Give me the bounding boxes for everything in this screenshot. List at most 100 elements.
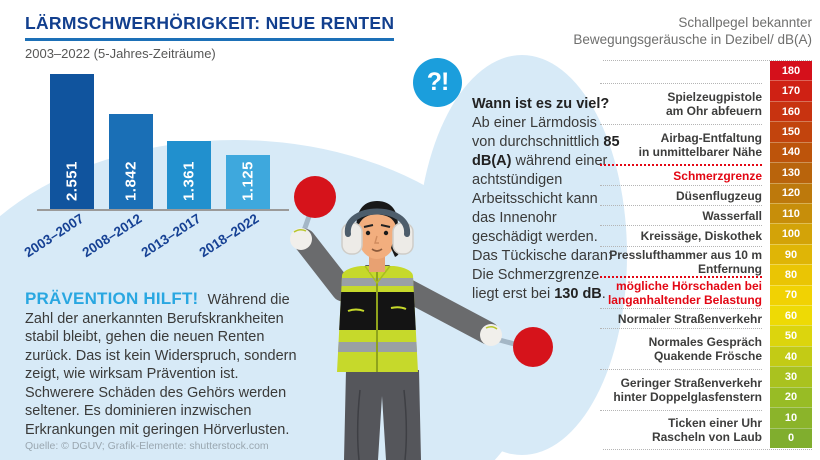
db-value: 30 bbox=[784, 371, 798, 384]
scale-label: Entfernung bbox=[698, 261, 762, 276]
db-value: 170 bbox=[781, 85, 801, 98]
scale-title: Schallpegel bekannter Bewegungsgeräusche… bbox=[573, 14, 812, 48]
bar-value: 1.361 bbox=[180, 160, 198, 201]
scale-label: in unmittelbarer Nähe bbox=[638, 144, 762, 159]
db-value: 140 bbox=[781, 146, 801, 159]
info-body-segment: Ab einer Lärmdosis von durchschnittlich bbox=[472, 115, 604, 150]
scale-row: Airbag-Entfaltung in unmittelbarer Nähe bbox=[600, 124, 762, 164]
bar-2018-2022: 1.125 bbox=[226, 155, 270, 209]
scale-label: Wasserfall bbox=[702, 208, 762, 223]
bar-2003-2007: 2.551 bbox=[50, 74, 94, 209]
prevention-body: Während die Zahl der anerkannten Berufsk… bbox=[25, 292, 297, 438]
db-value: 110 bbox=[782, 207, 800, 220]
headband bbox=[344, 208, 410, 237]
background-blob-right bbox=[417, 55, 627, 455]
chart-subtitle: 2003–2022 (5-Jahres-Zeiträume) bbox=[25, 46, 216, 61]
db-value: 80 bbox=[784, 268, 798, 281]
scale-top-divider bbox=[603, 60, 812, 61]
info-body-bold: 130 dB bbox=[554, 286, 602, 302]
scale-row-pain-threshold: Schmerzgrenze bbox=[600, 164, 762, 185]
scale-label: Normaler Straßenverkehr bbox=[617, 311, 762, 326]
ear-protector-icon bbox=[341, 222, 363, 255]
db-value: 40 bbox=[784, 350, 798, 363]
signal-paddle-icon bbox=[294, 176, 336, 218]
scale-title-line2: Bewegungsgeräusche in Dezibel/ dB(A) bbox=[573, 32, 812, 47]
db-cell-70: 70 bbox=[770, 284, 812, 306]
db-cell-50: 50 bbox=[770, 325, 812, 346]
db-cell-170: 170 bbox=[770, 80, 812, 101]
worker-pants bbox=[344, 370, 421, 460]
db-cell-180: 180 bbox=[770, 61, 812, 81]
db-value: 0 bbox=[787, 432, 795, 445]
db-cell-20: 20 bbox=[770, 386, 812, 408]
scale-label: Düsenflugzeug bbox=[676, 188, 762, 203]
db-cell-150: 150 bbox=[770, 121, 812, 142]
db-cell-120: 120 bbox=[770, 182, 812, 203]
scale-label: langanhaltender Belastung bbox=[607, 293, 762, 307]
scale-label: Geringer Straßenverkehr bbox=[620, 376, 762, 390]
scale-label: mögliche Hörschaden bei bbox=[615, 279, 762, 293]
scale-label: Quakende Frösche bbox=[653, 349, 762, 363]
prevention-text-block: PRÄVENTION HILFT! Während die Zahl der a… bbox=[25, 289, 299, 439]
glove-detail bbox=[293, 228, 307, 233]
scale-label: Presslufthammer aus 10 m bbox=[609, 247, 762, 262]
db-cell-130: 130 bbox=[770, 162, 812, 183]
scale-label: Normales Gespräch bbox=[648, 335, 762, 349]
worker-arm bbox=[395, 278, 500, 345]
scale-row: Presslufthammer aus 10 m Entfernung bbox=[600, 246, 762, 276]
scale-row-hearing-damage: mögliche Hörschaden bei langanhaltender … bbox=[600, 276, 762, 308]
db-value: 10 bbox=[784, 411, 798, 424]
scale-label: Rascheln von Laub bbox=[651, 429, 762, 444]
db-value: 100 bbox=[781, 228, 801, 241]
scale-label: am Ohr abfeuern bbox=[665, 104, 762, 118]
info-heading: Wann ist es zu viel? bbox=[472, 96, 610, 112]
worker-hair bbox=[356, 201, 398, 234]
db-cell-10: 10 bbox=[770, 407, 812, 428]
scale-row: Ticken einer Uhr Rascheln von Laub bbox=[600, 410, 762, 448]
eyebrow bbox=[363, 224, 374, 228]
db-cell-160: 160 bbox=[770, 100, 812, 122]
db-value: 90 bbox=[784, 248, 798, 261]
eye bbox=[365, 230, 371, 236]
db-cell-40: 40 bbox=[770, 345, 812, 367]
db-value: 20 bbox=[784, 391, 798, 404]
info-body-bold: 85 dB(A) bbox=[472, 134, 620, 169]
db-cell-90: 90 bbox=[770, 243, 812, 265]
mouth bbox=[371, 248, 383, 252]
scale-label: Ticken einer Uhr bbox=[668, 415, 762, 430]
nose bbox=[374, 235, 379, 244]
info-text-block: Wann ist es zu viel? Ab einer Lärmdosis … bbox=[472, 95, 620, 304]
worker-arm bbox=[292, 228, 355, 302]
signal-paddle-icon bbox=[513, 327, 553, 367]
pants-seam bbox=[356, 389, 361, 460]
bar-chart: 2.551 1.842 1.361 1.125 bbox=[37, 66, 289, 211]
db-cell-100: 100 bbox=[770, 223, 812, 244]
scale-row: Spielzeugpistole am Ohr abfeuern bbox=[600, 83, 762, 124]
db-value: 130 bbox=[781, 166, 801, 179]
bar-2008-2012: 1.842 bbox=[109, 114, 153, 209]
db-value: 50 bbox=[784, 330, 798, 343]
db-value: 70 bbox=[784, 289, 798, 302]
scale-row bbox=[600, 61, 762, 83]
db-cell-60: 60 bbox=[770, 305, 812, 326]
db-value: 150 bbox=[781, 125, 801, 138]
db-value: 60 bbox=[784, 309, 798, 322]
db-value: 160 bbox=[781, 105, 801, 118]
info-body-segment: während einer achtstündigen Arbeitsschic… bbox=[472, 153, 612, 302]
scale-label: Schmerzgrenze bbox=[673, 168, 762, 183]
scale-label-rows: Spielzeugpistole am Ohr abfeuern Airbag-… bbox=[600, 61, 762, 448]
decibel-color-column: 180 170 160 150 140 130 120 110 100 90 8… bbox=[770, 61, 812, 449]
bar-2013-2017: 1.361 bbox=[167, 141, 211, 209]
prevention-heading: PRÄVENTION HILFT! bbox=[25, 289, 199, 308]
worker-head bbox=[357, 207, 397, 259]
scale-label: Airbag-Entfaltung bbox=[660, 130, 762, 145]
glove-detail bbox=[485, 325, 498, 330]
worker-illustration bbox=[290, 176, 553, 460]
info-body-segment: . bbox=[601, 286, 606, 302]
db-value: 180 bbox=[781, 64, 801, 77]
db-cell-30: 30 bbox=[770, 366, 812, 387]
bar-value: 1.842 bbox=[122, 160, 140, 201]
scale-bottom-divider bbox=[603, 449, 812, 450]
page-title: LÄRMSCHWERHÖRIGKEIT: NEUE RENTEN bbox=[25, 13, 395, 41]
